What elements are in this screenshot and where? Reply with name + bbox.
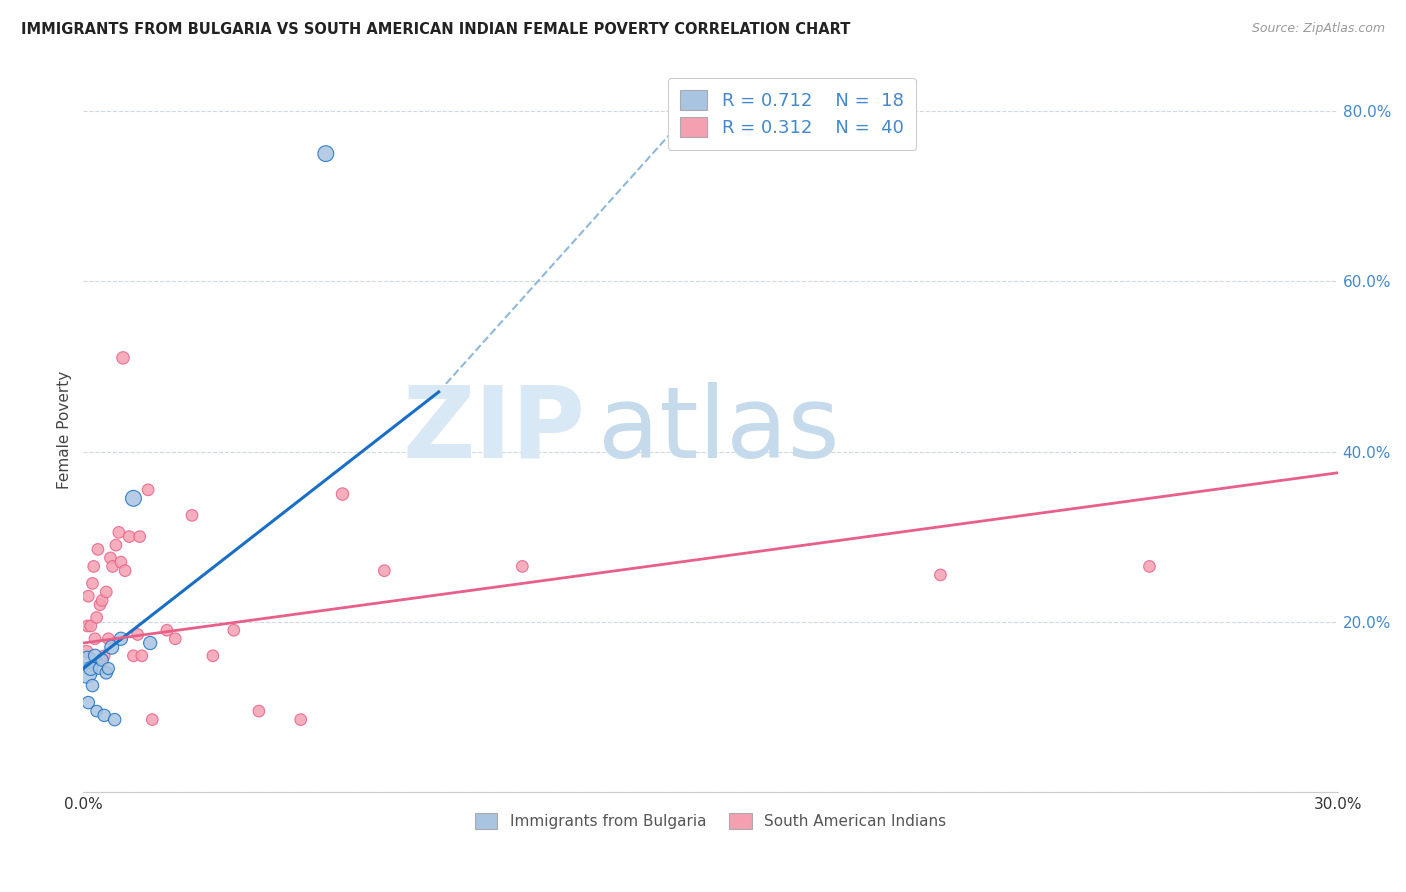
Y-axis label: Female Poverty: Female Poverty <box>58 371 72 490</box>
Point <box>110 555 132 569</box>
Point <box>89 598 111 612</box>
Point <box>201 648 224 663</box>
Legend: Immigrants from Bulgaria, South American Indians: Immigrants from Bulgaria, South American… <box>468 806 952 835</box>
Text: IMMIGRANTS FROM BULGARIA VS SOUTH AMERICAN INDIAN FEMALE POVERTY CORRELATION CHA: IMMIGRANTS FROM BULGARIA VS SOUTH AMERIC… <box>21 22 851 37</box>
Point <box>76 644 98 658</box>
Point <box>156 624 179 638</box>
Text: ZIP: ZIP <box>402 382 585 479</box>
Point <box>332 487 354 501</box>
Point <box>110 632 132 646</box>
Point <box>84 648 107 663</box>
Point <box>247 704 270 718</box>
Point <box>91 593 114 607</box>
Point <box>131 648 153 663</box>
Point <box>222 624 245 638</box>
Point <box>510 559 533 574</box>
Point <box>100 640 122 655</box>
Point <box>114 564 136 578</box>
Text: Source: ZipAtlas.com: Source: ZipAtlas.com <box>1251 22 1385 36</box>
Point <box>89 661 111 675</box>
Point <box>108 525 131 540</box>
Point <box>122 491 145 506</box>
Point <box>87 542 110 557</box>
Point <box>1139 559 1161 574</box>
Point <box>136 483 159 497</box>
Point <box>93 708 115 723</box>
Point <box>104 538 127 552</box>
Point <box>122 648 145 663</box>
Point <box>84 632 107 646</box>
Point <box>315 146 337 161</box>
Point <box>165 632 187 646</box>
Point <box>290 713 312 727</box>
Point <box>76 619 98 633</box>
Point <box>91 653 114 667</box>
Point <box>929 568 952 582</box>
Text: atlas: atlas <box>598 382 839 479</box>
Point <box>80 619 103 633</box>
Point <box>100 550 122 565</box>
Point <box>93 648 115 663</box>
Point <box>76 653 98 667</box>
Point <box>96 585 118 599</box>
Point <box>82 679 104 693</box>
Point <box>101 559 124 574</box>
Point <box>82 576 104 591</box>
Point <box>76 665 98 680</box>
Point <box>97 632 120 646</box>
Point <box>77 696 100 710</box>
Point <box>128 530 150 544</box>
Point <box>141 713 163 727</box>
Point <box>111 351 134 365</box>
Point <box>80 661 103 675</box>
Point <box>181 508 204 523</box>
Point <box>77 589 100 603</box>
Point <box>86 610 108 624</box>
Point <box>104 713 127 727</box>
Point <box>96 665 118 680</box>
Point <box>118 530 141 544</box>
Point <box>127 627 149 641</box>
Point <box>139 636 162 650</box>
Point <box>83 559 105 574</box>
Point <box>97 661 120 675</box>
Point <box>373 564 395 578</box>
Point <box>86 704 108 718</box>
